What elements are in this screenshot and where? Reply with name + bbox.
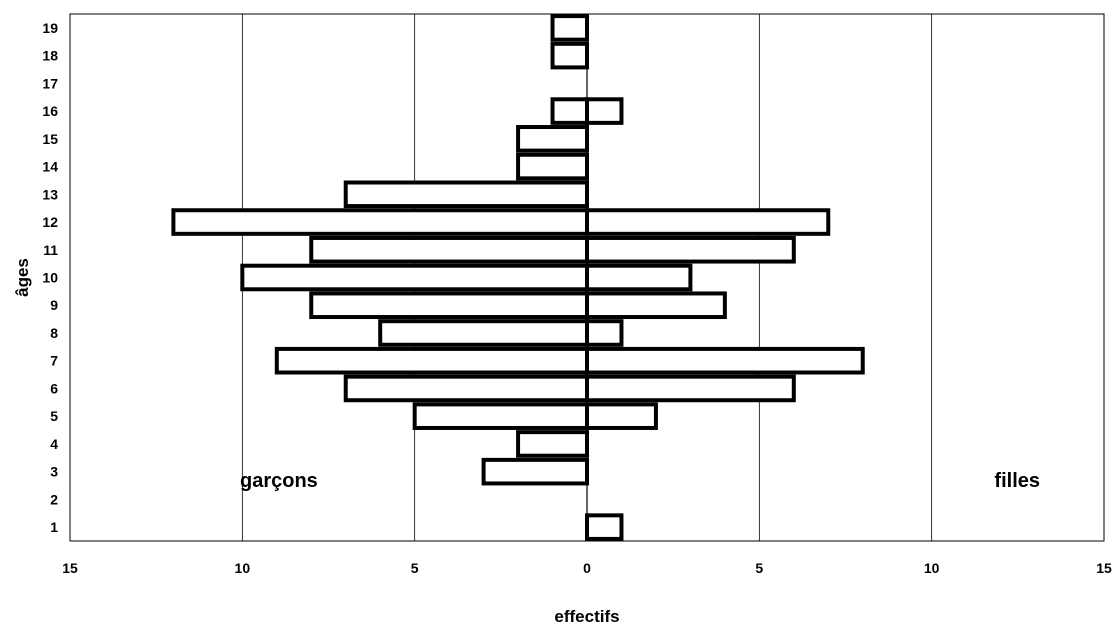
bar-garcons-3 — [481, 457, 590, 486]
bar-filles-11 — [585, 235, 796, 264]
bar-filles-6 — [585, 374, 796, 403]
annotation-garcons: garçons — [240, 470, 318, 492]
bar-filles-5 — [585, 402, 658, 430]
y-tick-label: 1 — [50, 519, 58, 535]
bar-filles-16 — [585, 97, 624, 125]
bar-garcons-10 — [240, 263, 589, 292]
y-tick-label: 13 — [42, 186, 58, 202]
y-tick-label: 17 — [42, 75, 58, 91]
bar-garcons-16 — [550, 97, 589, 125]
bar-garcons-5 — [412, 402, 589, 430]
y-tick-label: 15 — [42, 131, 58, 147]
x-tick-label: 15 — [1096, 560, 1112, 576]
bar-filles-10 — [585, 263, 693, 292]
y-tick-label: 5 — [50, 408, 58, 424]
bar-filles-7 — [585, 346, 865, 375]
bar-garcons-7 — [274, 346, 589, 375]
bar-filles-12 — [585, 208, 831, 236]
x-tick-label: 0 — [583, 560, 591, 576]
x-tick-label: 10 — [924, 560, 940, 576]
y-tick-label: 4 — [50, 436, 58, 452]
y-tick-label: 6 — [50, 380, 58, 396]
x-tick-labels: 15 10 5 0 5 10 15 — [62, 560, 1112, 576]
bar-garcons-13 — [343, 180, 589, 209]
bar-garcons-8 — [378, 319, 590, 347]
y-tick-label: 8 — [50, 325, 58, 341]
bar-garcons-18 — [550, 41, 589, 70]
y-tick-label: 12 — [42, 214, 58, 230]
y-tick-label: 19 — [42, 20, 58, 36]
bar-garcons-15 — [516, 125, 589, 153]
y-tick-label: 18 — [42, 48, 58, 64]
x-tick-label: 5 — [411, 560, 419, 576]
bars — [171, 14, 865, 541]
x-axis-title: effectifs — [554, 607, 619, 626]
x-tick-label: 10 — [235, 560, 251, 576]
bar-garcons-14 — [516, 152, 589, 181]
bar-garcons-19 — [550, 14, 589, 42]
bar-filles-9 — [585, 291, 727, 320]
y-tick-label: 2 — [50, 491, 58, 507]
bar-garcons-11 — [309, 235, 589, 264]
x-tick-label: 15 — [62, 560, 78, 576]
y-tick-label: 9 — [50, 297, 58, 313]
bar-garcons-9 — [309, 291, 589, 320]
y-tick-label: 10 — [42, 270, 58, 286]
y-tick-label: 3 — [50, 464, 58, 480]
bar-garcons-6 — [343, 374, 589, 403]
bar-filles-8 — [585, 319, 624, 347]
x-tick-label: 5 — [755, 560, 763, 576]
y-tick-label: 14 — [42, 159, 58, 175]
bar-garcons-4 — [516, 430, 589, 458]
y-tick-label: 16 — [42, 103, 58, 119]
y-tick-label: 11 — [43, 242, 58, 258]
y-axis-title: âges — [13, 258, 32, 297]
y-tick-label: 7 — [50, 353, 58, 369]
bar-garcons-12 — [171, 208, 589, 236]
bar-filles-1 — [585, 513, 624, 541]
annotation-filles: filles — [994, 470, 1040, 492]
